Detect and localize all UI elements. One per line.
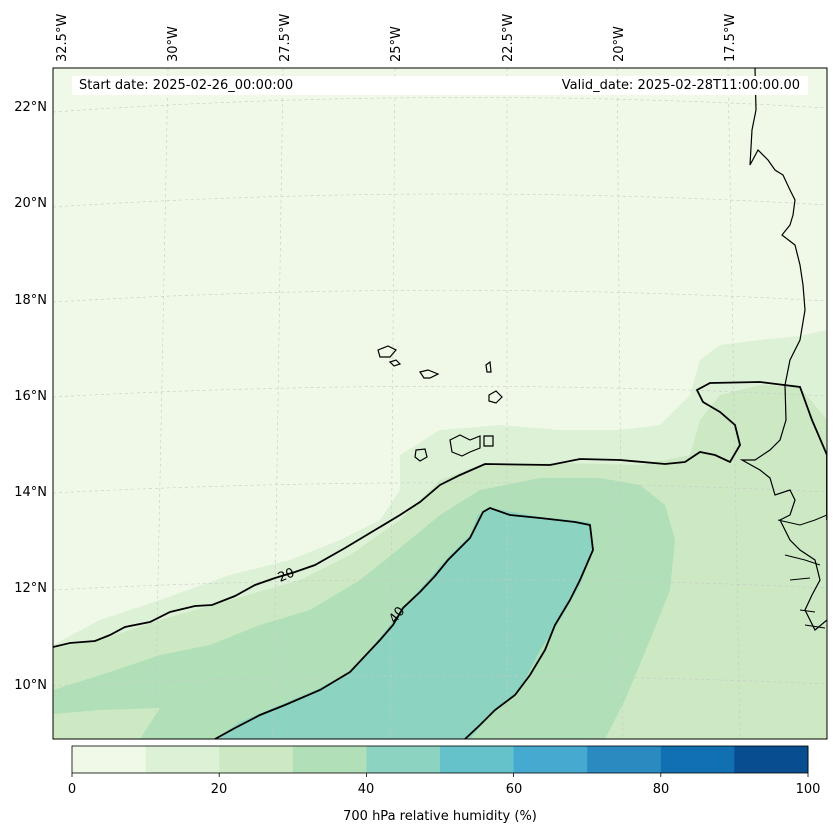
lon-label: 30°W <box>166 26 181 62</box>
colorbar <box>72 746 809 773</box>
lat-label: 12°N <box>14 581 47 596</box>
colorbar-segment <box>366 746 441 773</box>
colorbar-label: 700 hPa relative humidity (%) <box>343 809 537 824</box>
humidity-band-20-30-right <box>700 690 827 739</box>
colorbar-segment <box>587 746 662 773</box>
cape-verde-islands <box>377 345 503 462</box>
colorbar-segment <box>72 746 147 773</box>
lon-label: 20°W <box>612 26 627 62</box>
colorbar-tick-label: 20 <box>210 782 228 797</box>
contour-label-20: 20 <box>276 566 297 586</box>
colorbar-tick-marks <box>71 773 809 777</box>
longitude-labels: 32.5°W 30°W 27.5°W 25°W 22.5°W 20°W 17.5… <box>55 14 738 62</box>
lat-label: 22°N <box>14 100 47 115</box>
colorbar-tick-label: 0 <box>67 782 77 797</box>
lat-label: 20°N <box>14 196 47 211</box>
colorbar-tick-label: 60 <box>505 782 523 797</box>
valid-date: Valid_date: 2025-02-28T11:00:00.00 <box>561 78 800 93</box>
latitude-labels: 22°N 20°N 18°N 16°N 14°N 12°N 10°N <box>14 100 47 693</box>
colorbar-tick-label: 100 <box>795 782 821 797</box>
coastline-africa <box>739 68 827 631</box>
colorbar-segment <box>734 746 809 773</box>
humidity-band-40-50 <box>215 508 593 739</box>
lat-label: 14°N <box>14 485 47 500</box>
lon-label: 27.5°W <box>278 14 293 62</box>
colorbar-frame <box>71 745 809 774</box>
humidity-band-20-30-lower <box>53 708 160 739</box>
colorbar-tick-label: 80 <box>652 782 670 797</box>
colorbar-tick-label: 40 <box>357 782 375 797</box>
lon-label: 25°W <box>389 26 404 62</box>
lon-label: 22.5°W <box>501 14 516 62</box>
colorbar-segment <box>145 746 220 773</box>
contour-40 <box>214 507 594 739</box>
start-date: Start date: 2025-02-26_00:00:00 <box>79 78 294 93</box>
map-frame <box>52 67 828 740</box>
coastline-detail <box>777 514 827 629</box>
lon-label: 32.5°W <box>55 14 70 62</box>
contour-20 <box>53 381 827 648</box>
lat-label: 18°N <box>14 293 47 308</box>
map-panel <box>53 68 827 739</box>
date-header <box>72 76 808 95</box>
lon-label: 17.5°W <box>723 14 738 62</box>
colorbar-segment <box>660 746 735 773</box>
colorbar-segment <box>219 746 294 773</box>
colorbar-segment <box>440 746 515 773</box>
colorbar-segment <box>513 746 588 773</box>
colorbar-segment <box>292 746 367 773</box>
lat-label: 16°N <box>14 389 47 404</box>
lat-label: 10°N <box>14 678 47 693</box>
